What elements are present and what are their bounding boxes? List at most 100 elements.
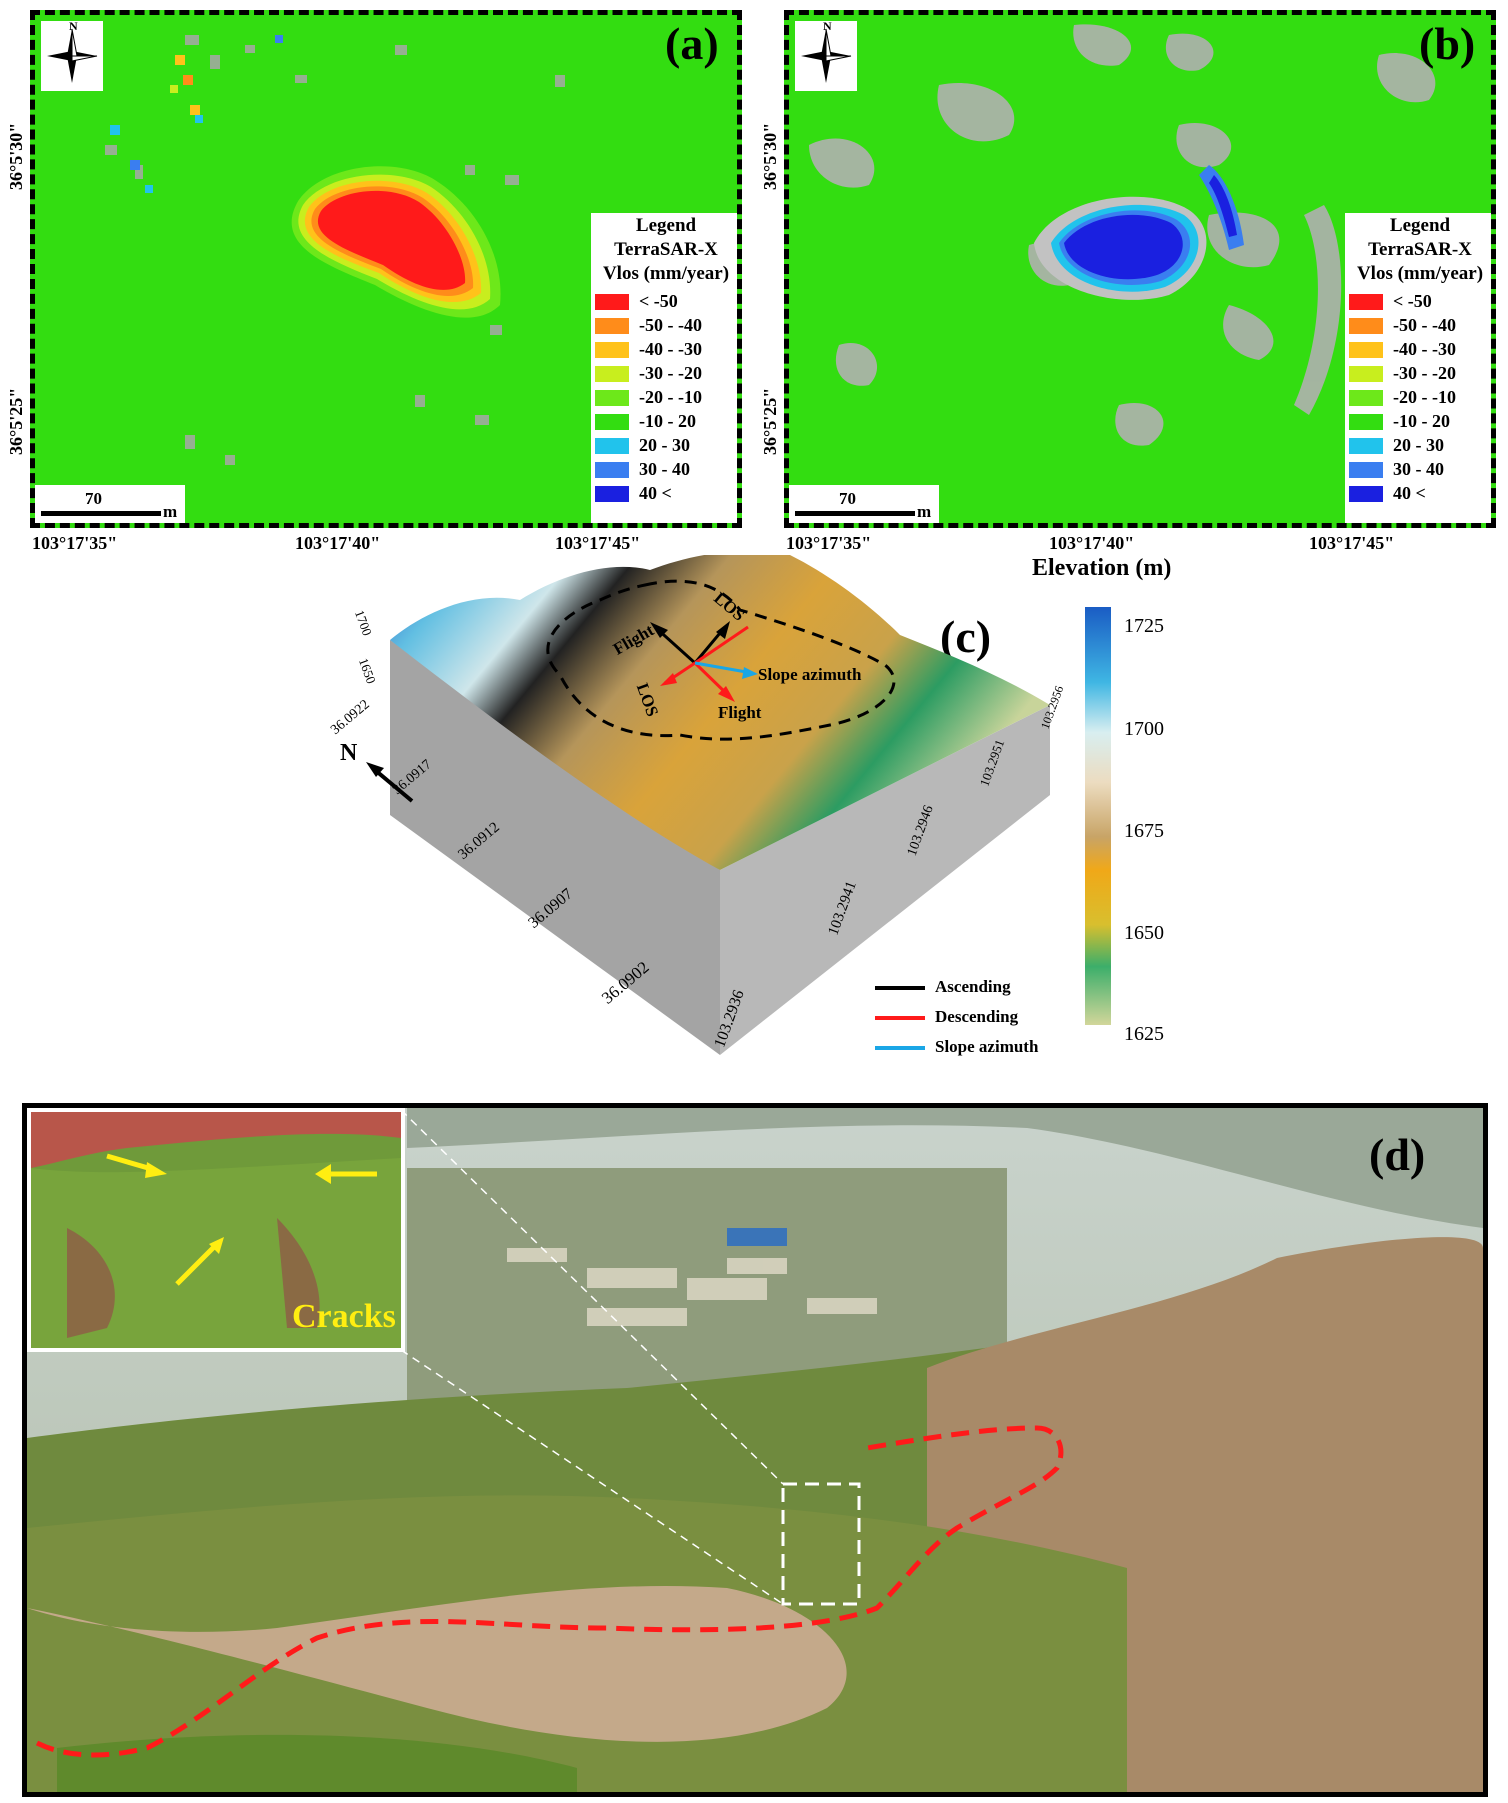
north-letter-3d: N [340,740,358,766]
legend-label: 30 - 40 [1393,459,1444,479]
legend-label: 40 < [1393,483,1426,503]
legend-label: 30 - 40 [639,459,690,479]
legend-swatch [1349,486,1383,502]
panel-a-yellow-scatter [170,55,200,115]
legend-label: 20 - 30 [639,435,690,455]
flight-desc-arrow [693,661,735,702]
scale-unit: m [917,502,932,521]
legend-unit: Vlos (mm/year) [602,263,730,284]
legend-item: -10 - 20 [591,411,737,433]
legend-item: -50 - -40 [591,315,737,337]
x-tick: 103°17'45" [1309,533,1395,553]
inset-source-box [781,1482,861,1606]
x-tick: 103°17'40" [295,533,381,553]
legend-swatch [595,486,629,502]
legend-unit: Vlos (mm/year) [1356,263,1484,284]
colorbar-tick: 1625 [1124,1023,1164,1045]
legend-swatch [595,342,629,358]
y-tick: 36°5'25" [6,387,26,455]
inset-photo [27,1108,405,1352]
legend-label: -50 - -40 [639,315,702,335]
legend-item: 40 < [591,483,737,505]
legend-swatch [1349,294,1383,310]
x-tick: 103°17'40" [1049,533,1135,553]
legend-label: -40 - -30 [639,339,702,359]
crack-arrow [315,1164,377,1184]
north-arrow: N [41,19,103,91]
legend-slope-azimuth: Slope azimuth [935,1037,1039,1056]
legend-swatch [1349,342,1383,358]
los-red-upper [694,625,749,665]
panel-label: (c) [940,611,992,662]
legend-item: 20 - 30 [1345,435,1491,457]
colorbar-title: Elevation (m) [1032,555,1172,581]
y-tick: 36°5'25" [760,387,780,455]
legend-sensor: TerraSAR-X [1368,239,1472,260]
legend-ascending: Ascending [935,977,1011,996]
legend-swatch [1349,366,1383,382]
panel-b-velocity-raster [809,24,1436,446]
slope-azimuth-arrow [694,661,758,679]
north-letter: N [69,19,78,33]
north-arrow-icon [47,28,98,83]
panel-label: (d) [1369,1129,1426,1180]
legend-title: Legend [1389,215,1451,236]
legend-swatch [1349,390,1383,406]
panel-label: (a) [665,18,719,69]
field-photo [27,1108,1483,1792]
legend-item: 30 - 40 [1345,459,1491,481]
panel-a-blue-scatter [110,35,283,193]
legend-item: -10 - 20 [1345,411,1491,433]
x-tick: 103°17'35" [32,533,118,553]
landslide-boundary [546,579,896,741]
north-arrow: N [795,19,857,91]
legend-item: -50 - -40 [1345,315,1491,337]
y-tick: 36°5'30" [760,122,780,190]
scale-value: 70 [85,489,102,508]
legend-label: -30 - -20 [639,363,702,383]
los-asc-arrow [693,621,730,664]
colorbar-tick: 1725 [1124,615,1164,637]
legend-swatch [1349,414,1383,430]
x-tick: 103°17'35" [786,533,872,553]
inset-leader-line [400,1349,784,1605]
flight-asc-arrow [650,622,697,665]
legend-swatch [595,366,629,382]
arrow-label-flight-desc: Flight [718,703,762,722]
panel-d-photo: Cracks (d) [22,1103,1488,1797]
legend-sensor: TerraSAR-X [614,239,718,260]
y-tick: 36°5'30" [6,122,26,190]
colorbar-tick: 1700 [1124,718,1164,740]
terrain-surface [390,555,1050,870]
legend-label: < -50 [639,291,678,311]
legend-item: -40 - -30 [591,339,737,361]
legend-item: -20 - -10 [591,387,737,409]
legend-label: 40 < [639,483,672,503]
scale-bar: 70 m [35,485,185,523]
x-tick: 103°17'45" [555,533,641,553]
scale-unit: m [163,502,178,521]
legend-label: -20 - -10 [1393,387,1456,407]
panel-label: (b) [1419,18,1476,69]
legend-item: < -50 [1345,291,1491,313]
panel-a: N (a) Legend TerraSAR-X Vlos (mm/year) <… [0,0,760,560]
legend-swatch [1349,462,1383,478]
panel-c: (c) [0,555,1508,1095]
scale-line [795,511,915,516]
legend-label: -20 - -10 [639,387,702,407]
legend-label: -50 - -40 [1393,315,1456,335]
legend-item: 30 - 40 [591,459,737,481]
scale-bar: 70 m [789,485,939,523]
legend-swatch [1349,438,1383,454]
inset-leader-line [400,1109,784,1485]
scale-line [41,511,161,516]
legend-title: Legend [635,215,697,236]
legend-swatch [595,462,629,478]
los-desc-arrow [660,661,696,686]
legend-item: -20 - -10 [1345,387,1491,409]
colorbar-tick: 1675 [1124,820,1164,842]
legend-item: -40 - -30 [1345,339,1491,361]
legend-item: < -50 [591,291,737,313]
legend-swatch [595,390,629,406]
legend-item: 20 - 30 [591,435,737,457]
